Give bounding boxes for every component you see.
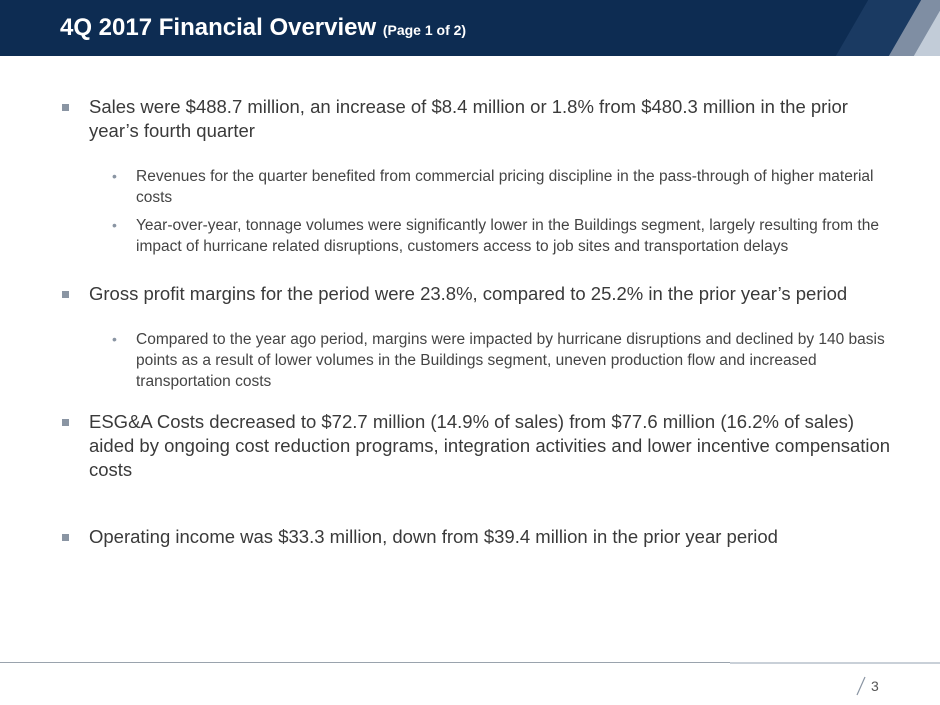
square-bullet-icon <box>62 534 69 541</box>
sub-bullet-item: • Compared to the year ago period, margi… <box>105 329 892 392</box>
footer-divider <box>0 662 940 663</box>
square-bullet-icon <box>62 419 69 426</box>
bullet-item: Sales were $488.7 million, an increase o… <box>62 95 892 143</box>
bullet-list: Sales were $488.7 million, an increase o… <box>62 95 892 549</box>
bullet-text: Sales were $488.7 million, an increase o… <box>89 96 848 141</box>
dot-bullet-icon: • <box>112 217 117 233</box>
slash-icon <box>856 676 866 696</box>
sub-bullet-text: Compared to the year ago period, margins… <box>136 331 885 390</box>
square-bullet-icon <box>62 104 69 111</box>
page-number: 3 <box>871 678 879 694</box>
page-title: 4Q 2017 Financial Overview (Page 1 of 2) <box>60 14 466 42</box>
bullet-item: Operating income was $33.3 million, down… <box>62 525 892 549</box>
sub-bullet-item: • Year-over-year, tonnage volumes were s… <box>105 215 892 257</box>
header-bar: 4Q 2017 Financial Overview (Page 1 of 2) <box>0 0 940 56</box>
sub-bullet-text: Year-over-year, tonnage volumes were sig… <box>136 217 879 255</box>
dot-bullet-icon: • <box>112 168 117 184</box>
bullet-text: Operating income was $33.3 million, down… <box>89 526 778 547</box>
bullet-item: Gross profit margins for the period were… <box>62 282 892 306</box>
title-text: 4Q 2017 Financial Overview <box>60 14 377 41</box>
bullet-item: ESG&A Costs decreased to $72.7 million (… <box>62 410 892 482</box>
square-bullet-icon <box>62 291 69 298</box>
sub-bullet-item: • Revenues for the quarter benefited fro… <box>105 166 892 208</box>
sub-bullet-text: Revenues for the quarter benefited from … <box>136 168 874 206</box>
bullet-text: Gross profit margins for the period were… <box>89 283 848 304</box>
dot-bullet-icon: • <box>112 331 117 347</box>
title-page-indicator: (Page 1 of 2) <box>382 22 467 38</box>
footer-divider-accent <box>730 662 940 664</box>
bullet-text: ESG&A Costs decreased to $72.7 million (… <box>89 411 891 480</box>
